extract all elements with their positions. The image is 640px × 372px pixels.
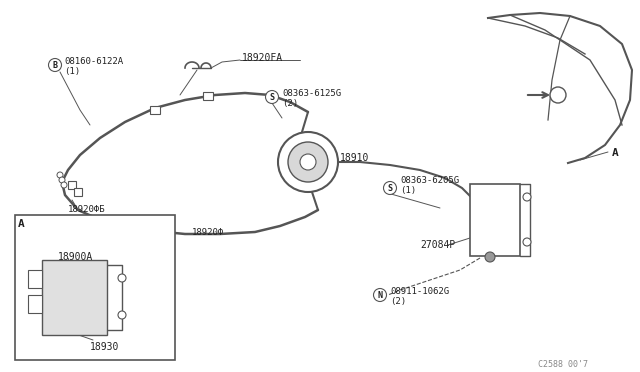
- Circle shape: [523, 193, 531, 201]
- Circle shape: [61, 182, 67, 188]
- Text: B: B: [52, 61, 58, 70]
- Circle shape: [278, 132, 338, 192]
- Text: 27084P: 27084P: [420, 240, 455, 250]
- FancyBboxPatch shape: [42, 260, 107, 335]
- Circle shape: [523, 238, 531, 246]
- Bar: [74, 188, 82, 196]
- Circle shape: [374, 289, 387, 301]
- Text: S: S: [269, 93, 275, 102]
- Circle shape: [266, 90, 278, 103]
- Text: A: A: [612, 148, 619, 158]
- Circle shape: [118, 311, 126, 319]
- Circle shape: [485, 252, 495, 262]
- Text: 08160-6122A: 08160-6122A: [64, 57, 123, 66]
- Circle shape: [57, 172, 63, 178]
- Text: 08363-6205G: 08363-6205G: [400, 176, 459, 185]
- Circle shape: [300, 154, 316, 170]
- Text: N: N: [378, 291, 383, 299]
- Text: 18910: 18910: [340, 153, 369, 163]
- Circle shape: [550, 87, 566, 103]
- Circle shape: [383, 182, 397, 195]
- Text: (1): (1): [64, 67, 80, 76]
- Bar: [28, 270, 42, 288]
- Text: 08363-6125G: 08363-6125G: [282, 89, 341, 98]
- Circle shape: [59, 177, 65, 183]
- Text: 18930: 18930: [90, 342, 120, 352]
- Text: 18920FA: 18920FA: [242, 53, 283, 63]
- Text: A: A: [18, 219, 25, 229]
- Circle shape: [288, 142, 328, 182]
- Circle shape: [118, 274, 126, 282]
- Text: (2): (2): [282, 99, 298, 108]
- Text: (2): (2): [390, 297, 406, 306]
- Bar: [470, 184, 520, 256]
- Text: 18920Ф: 18920Ф: [192, 228, 224, 237]
- Text: 18920ФБ: 18920ФБ: [68, 205, 106, 214]
- Bar: [15, 215, 175, 360]
- Bar: [28, 295, 42, 313]
- Text: C2588 00'7: C2588 00'7: [538, 360, 588, 369]
- Circle shape: [49, 58, 61, 71]
- Text: 08911-1062G: 08911-1062G: [390, 287, 449, 296]
- Bar: [150, 106, 160, 114]
- Bar: [203, 92, 213, 100]
- Bar: [68, 181, 76, 189]
- Text: 18900A: 18900A: [58, 252, 93, 262]
- Text: S: S: [387, 183, 392, 192]
- Text: (1): (1): [400, 186, 416, 195]
